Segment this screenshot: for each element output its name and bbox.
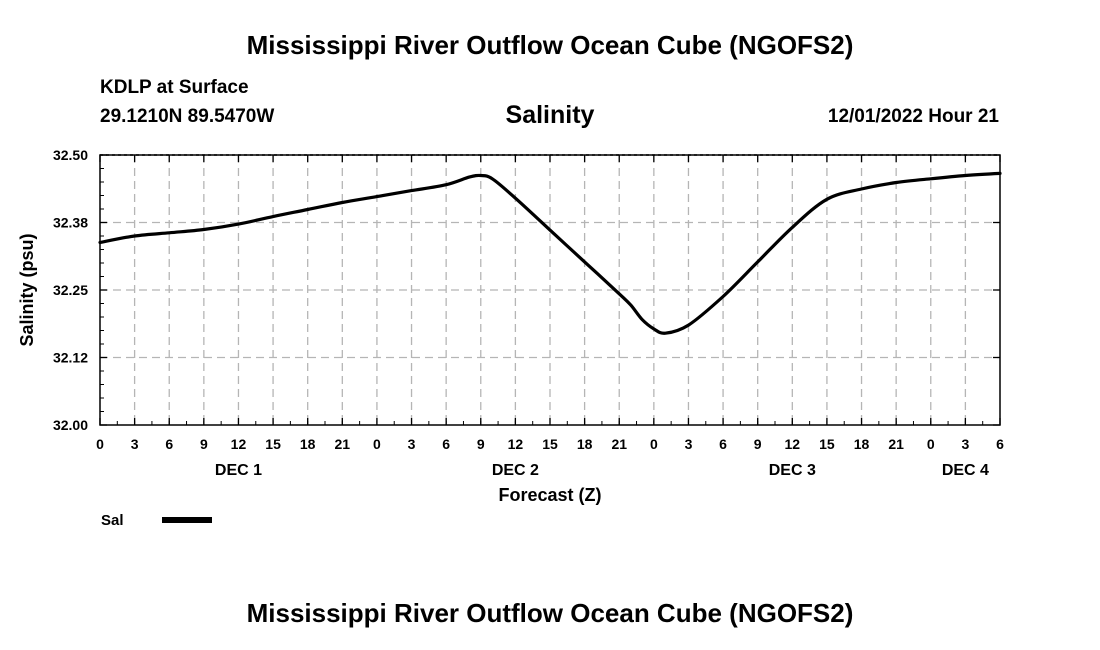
chart-subtitle: Salinity	[505, 101, 595, 129]
x-axis-label: Forecast (Z)	[498, 485, 601, 505]
x-tick-label: 3	[408, 436, 416, 452]
y-tick-label: 32.25	[53, 282, 88, 298]
x-tick-label: 6	[996, 436, 1004, 452]
x-tick-label: 12	[785, 436, 801, 452]
day-label: DEC 4	[942, 462, 989, 479]
x-tick-label: 18	[300, 436, 316, 452]
datetime-label: 12/01/2022 Hour 21	[827, 106, 999, 127]
y-axis-label: Salinity (psu)	[17, 233, 37, 346]
y-tick-label: 32.50	[53, 147, 88, 163]
x-tick-label: 3	[685, 436, 693, 452]
x-tick-label: 6	[165, 436, 173, 452]
x-tick-label: 9	[200, 436, 208, 452]
plot-frame	[99, 154, 1001, 426]
x-tick-label: 21	[611, 436, 627, 452]
x-tick-label: 6	[719, 436, 727, 452]
x-tick-labels: 0 3 6 9 12 15 18 21 0 3 6 9 12 15 18 21 0 3 6 9 12 15 18 21 0 3 6	[96, 436, 1004, 452]
footer-title: Mississippi River Outflow Ocean Cube (NG…	[246, 598, 854, 628]
coordinates-label: 29.1210N 89.5470W	[100, 106, 275, 127]
x-tick-label: 6	[442, 436, 450, 452]
series-line-sal	[98, 171, 1002, 335]
day-label: DEC 2	[492, 462, 539, 479]
x-tick-label: 0	[650, 436, 658, 452]
x-tick-label: 12	[508, 436, 524, 452]
x-tick-label: 15	[265, 436, 281, 452]
y-tick-labels: 32.00 32.12 32.25 32.38 32.50	[53, 147, 88, 433]
x-tick-label: 18	[577, 436, 593, 452]
x-tick-label: 15	[542, 436, 558, 452]
x-tick-label: 18	[854, 436, 870, 452]
chart-title: Mississippi River Outflow Ocean Cube (NG…	[246, 30, 854, 60]
day-label: DEC 1	[215, 462, 262, 479]
y-tick-label: 32.38	[53, 215, 88, 231]
day-labels: DEC 1 DEC 2 DEC 3 DEC 4	[215, 462, 989, 479]
x-tick-label: 3	[961, 436, 969, 452]
day-label: DEC 3	[769, 462, 816, 479]
x-tick-label: 21	[888, 436, 904, 452]
x-tick-label: 3	[131, 436, 139, 452]
x-tick-label: 0	[373, 436, 381, 452]
x-tick-label: 0	[96, 436, 104, 452]
y-tick-label: 32.12	[53, 350, 88, 366]
x-tick-label: 15	[819, 436, 835, 452]
x-tick-label: 9	[477, 436, 485, 452]
station-label: KDLP at Surface	[100, 77, 249, 98]
x-tick-label: 0	[927, 436, 935, 452]
grid-lines	[100, 154, 1000, 425]
x-tick-label: 21	[335, 436, 351, 452]
x-tick-label: 9	[754, 436, 762, 452]
x-tick-label: 12	[231, 436, 247, 452]
y-tick-label: 32.00	[53, 417, 88, 433]
legend-label: Sal	[101, 512, 124, 529]
